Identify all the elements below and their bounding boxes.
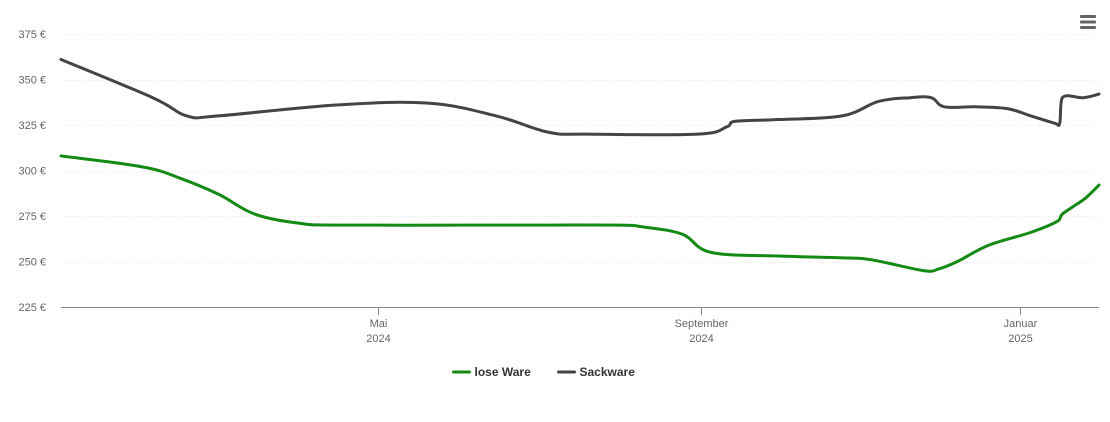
y-tick-label: 250 € bbox=[18, 257, 46, 269]
x-tick-label-year: 2024 bbox=[366, 333, 390, 345]
series-lines bbox=[59, 57, 1101, 273]
legend-item-sackware[interactable]: Sackware bbox=[557, 365, 636, 379]
legend-item-lose-ware[interactable]: lose Ware bbox=[452, 365, 532, 379]
y-tick-label: 300 € bbox=[18, 166, 46, 178]
legend-label: Sackware bbox=[580, 365, 636, 379]
y-tick-label: 275 € bbox=[18, 211, 46, 223]
gridlines bbox=[61, 34, 1099, 263]
x-tick-label-month: Mai bbox=[370, 318, 388, 330]
x-tick-label-month: Januar bbox=[1004, 318, 1038, 330]
hamburger-menu-icon bbox=[1080, 15, 1096, 29]
y-tick-label: 325 € bbox=[18, 120, 46, 132]
y-tick-label: 225 € bbox=[18, 302, 46, 314]
legend-label: lose Ware bbox=[475, 365, 532, 379]
y-tick-label: 350 € bbox=[18, 75, 46, 87]
x-tick-label-month: September bbox=[675, 318, 729, 330]
series-line-lose-ware bbox=[59, 154, 1101, 273]
axes: 225 € 250 € 275 € 300 € 325 € 350 € 375 € Mai 20… bbox=[18, 29, 1099, 345]
x-tick-label-year: 2024 bbox=[689, 333, 713, 345]
y-tick-label: 375 € bbox=[18, 29, 46, 41]
legend: lose Ware Sackware bbox=[452, 365, 636, 379]
series-line-sackware bbox=[59, 57, 1101, 137]
chart-menu-button[interactable] bbox=[1074, 10, 1102, 34]
x-tick-label-year: 2025 bbox=[1008, 333, 1032, 345]
